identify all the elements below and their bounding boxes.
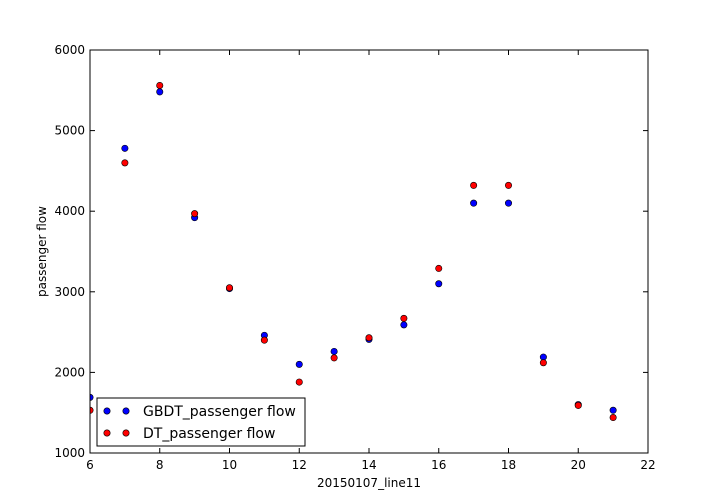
legend-marker [122,429,130,437]
y-tick-label: 6000 [54,43,85,57]
point-series-2 [539,359,547,367]
point-series-2 [156,81,164,89]
point-series-2 [191,210,199,218]
legend-marker [103,429,111,437]
y-axis-label: passenger flow [35,206,49,297]
point-series-2 [504,181,512,189]
x-tick-label: 18 [501,458,516,472]
y-tick-label: 3000 [54,285,85,299]
point-series-2 [260,336,268,344]
point-series-2 [295,378,303,386]
point-series-1 [400,321,408,329]
x-tick-label: 6 [86,458,94,472]
point-series-2 [365,334,373,342]
point-series-2 [400,314,408,322]
legend-marker [122,407,130,415]
x-axis: 6 8 10 12 14 16 18 20 22 [86,50,656,472]
point-series-1 [121,144,129,152]
point-series-2 [609,414,617,422]
point-series-2 [435,264,443,272]
point-series-1 [504,199,512,207]
x-tick-label: 22 [640,458,655,472]
legend-label: GBDT_passenger flow [143,404,296,420]
point-series-1 [435,280,443,288]
x-tick-label: 12 [292,458,307,472]
point-series-2 [226,284,234,292]
y-axis: 1000 2000 3000 4000 5000 6000 [54,43,648,460]
legend-label: DT_passenger flow [143,426,275,442]
data-points [90,81,617,422]
point-series-2 [574,401,582,409]
point-series-1 [295,360,303,368]
x-tick-label: 10 [222,458,237,472]
y-tick-label: 4000 [54,204,85,218]
x-tick-label: 20 [571,458,586,472]
x-axis-label: 20150107_line11 [317,476,421,490]
y-tick-label: 2000 [54,365,85,379]
point-series-2 [470,181,478,189]
point-series-1 [609,406,617,414]
point-series-1 [470,199,478,207]
legend-marker [103,407,111,415]
y-tick-label: 1000 [54,446,85,460]
point-series-1 [330,347,338,355]
point-series-2 [330,354,338,362]
point-series-2 [121,159,129,167]
x-tick-label: 16 [431,458,446,472]
legend-box [96,397,306,447]
point-series-1 [156,88,164,96]
y-tick-label: 5000 [54,124,85,138]
x-tick-label: 8 [156,458,164,472]
x-tick-label: 14 [361,458,376,472]
legend: GBDT_passenger flow DT_passenger flow [96,397,306,447]
